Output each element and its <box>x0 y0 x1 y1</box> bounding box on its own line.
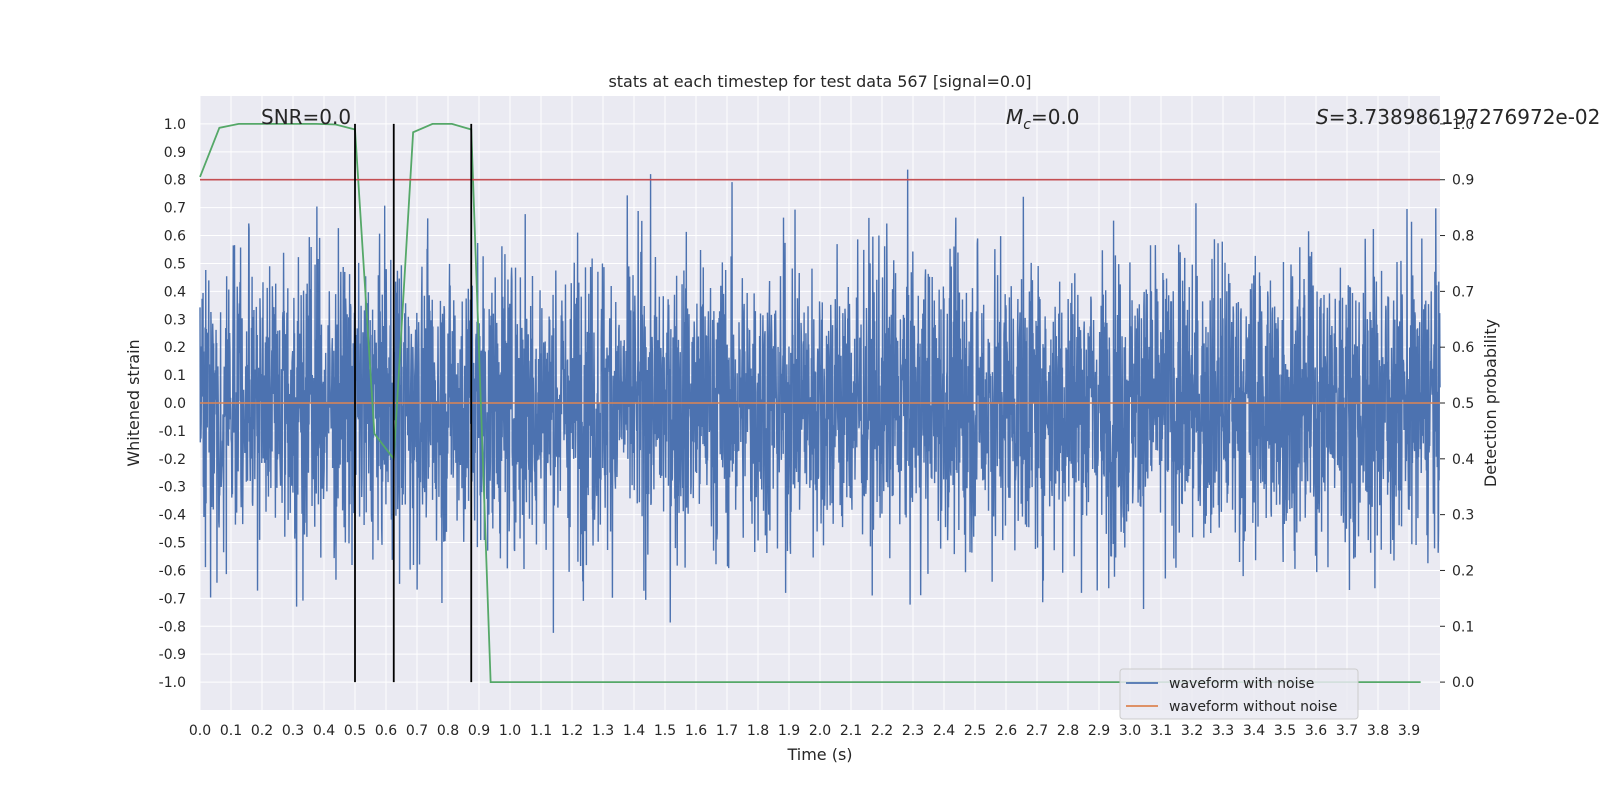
x-tick-label: 3.9 <box>1398 723 1420 739</box>
y-right-tick-label: 0.0 <box>1452 675 1474 691</box>
y-tick-label: 0.8 <box>164 173 186 189</box>
x-tick-label: 3.8 <box>1367 723 1389 739</box>
x-tick-label: 0.8 <box>437 723 459 739</box>
x-tick-label: 1.3 <box>592 723 614 739</box>
s-symbol: S <box>1316 105 1329 129</box>
x-tick-label: 1.2 <box>561 723 583 739</box>
y-tick-label: 0.1 <box>164 368 186 384</box>
y-tick-label: -0.8 <box>159 619 186 635</box>
x-tick-label: 1.9 <box>778 723 800 739</box>
y-tick-label: 0.9 <box>164 145 186 161</box>
y-right-tick-label: 0.7 <box>1452 284 1474 300</box>
series-line-noisy-waveform <box>199 169 1441 633</box>
x-tick-label: 0.4 <box>313 723 335 739</box>
y-right-tick-labels: 1.0 0.9 0.8 0.7 0.6 0.5 0.4 0.3 0.2 0.1 0.0 <box>1440 117 1474 691</box>
x-tick-label: 1.1 <box>530 723 552 739</box>
s-annotation: S=3.738986197276972e-02 <box>1316 105 1600 129</box>
x-tick-label: 2.2 <box>871 723 893 739</box>
x-tick-label: 2.5 <box>964 723 986 739</box>
y-tick-label: -0.6 <box>159 563 186 579</box>
s-value: =3.738986197276972e-02 <box>1329 105 1600 129</box>
y-axis-label: Whitened strain <box>124 339 143 466</box>
x-tick-label: 0.3 <box>282 723 304 739</box>
y-right-tick-label: 0.5 <box>1452 396 1474 412</box>
x-tick-label: 3.7 <box>1336 723 1358 739</box>
x-tick-label: 2.1 <box>840 723 862 739</box>
y-tick-label: 0.4 <box>164 284 186 300</box>
x-tick-label: 0.9 <box>468 723 490 739</box>
y-tick-label: 1.0 <box>164 117 186 133</box>
legend: waveform with noise waveform without noi… <box>1119 668 1359 720</box>
x-tick-label: 1.4 <box>623 723 645 739</box>
y-tick-label: -0.3 <box>159 480 186 496</box>
x-tick-label: 1.0 <box>499 723 521 739</box>
y-tick-label: 0.7 <box>164 201 186 217</box>
x-tick-label: 0.7 <box>406 723 428 739</box>
chart-title: stats at each timestep for test data 567… <box>608 72 1031 91</box>
x-tick-label: 1.7 <box>716 723 738 739</box>
x-tick-label: 0.0 <box>189 723 211 739</box>
y-tick-label: 0.0 <box>164 396 186 412</box>
snr-annotation: SNR=0.0 <box>261 105 351 129</box>
mc-annotation: Mc=0.0 <box>1006 105 1080 133</box>
y-right-tick-label: 0.8 <box>1452 229 1474 245</box>
x-tick-label: 2.6 <box>995 723 1017 739</box>
x-axis-label: Time (s) <box>786 745 852 764</box>
x-tick-label: 3.6 <box>1305 723 1327 739</box>
y-right-axis-label: Detection probability <box>1481 319 1500 487</box>
x-tick-label: 2.7 <box>1026 723 1048 739</box>
y-right-tick-label: 0.2 <box>1452 563 1474 579</box>
legend-label-clean: waveform without noise <box>1169 699 1337 715</box>
y-tick-label: 0.6 <box>164 229 186 245</box>
y-tick-label: -0.5 <box>159 536 186 552</box>
y-tick-label: 0.2 <box>164 340 186 356</box>
y-right-tick-label: 1.0 <box>1452 117 1474 133</box>
legend-label-noise: waveform with noise <box>1169 676 1314 692</box>
mc-value: =0.0 <box>1031 105 1080 129</box>
y-right-tick-label: 0.9 <box>1452 173 1474 189</box>
x-tick-label: 2.0 <box>809 723 831 739</box>
x-tick-label: 3.5 <box>1274 723 1296 739</box>
y-tick-label: -1.0 <box>159 675 186 691</box>
y-tick-label: 0.3 <box>164 312 186 328</box>
x-tick-label: 3.4 <box>1243 723 1265 739</box>
y-tick-labels: 1.0 0.9 0.8 0.7 0.6 0.5 0.4 0.3 0.2 0.1 0.0 -0.1 -0.… <box>159 117 186 691</box>
x-tick-label: 1.6 <box>685 723 707 739</box>
x-tick-label: 0.6 <box>375 723 397 739</box>
y-tick-label: -0.2 <box>159 452 186 468</box>
y-right-tick-label: 0.4 <box>1452 452 1474 468</box>
y-right-tick-label: 0.1 <box>1452 619 1474 635</box>
mc-symbol: M <box>1006 105 1023 129</box>
y-tick-label: 0.5 <box>164 256 186 272</box>
series-line-detection-probability <box>199 123 1421 683</box>
x-tick-label: 3.3 <box>1212 723 1234 739</box>
x-tick-label: 3.0 <box>1119 723 1141 739</box>
x-tick-label: 2.3 <box>902 723 924 739</box>
y-tick-label: -0.7 <box>159 591 186 607</box>
x-tick-labels: 0.0 0.1 0.2 0.3 0.4 0.5 0.6 0.7 0.8 0.9 1.0 1.1 1.2 1… <box>189 723 1420 739</box>
y-right-tick-label: 0.6 <box>1452 340 1474 356</box>
x-tick-label: 2.4 <box>933 723 955 739</box>
x-tick-label: 2.8 <box>1057 723 1079 739</box>
y-tick-label: -0.1 <box>159 424 186 440</box>
x-tick-label: 3.2 <box>1181 723 1203 739</box>
x-tick-label: 1.8 <box>747 723 769 739</box>
x-tick-label: 3.1 <box>1150 723 1172 739</box>
x-tick-label: 2.9 <box>1088 723 1110 739</box>
y-tick-label: -0.9 <box>159 647 186 663</box>
series-layer <box>199 123 1441 683</box>
x-tick-label: 0.2 <box>251 723 273 739</box>
x-tick-label: 0.1 <box>220 723 242 739</box>
legend-box <box>1119 668 1359 720</box>
x-tick-label: 0.5 <box>344 723 366 739</box>
x-tick-label: 1.5 <box>654 723 676 739</box>
y-right-tick-label: 0.3 <box>1452 508 1474 524</box>
mc-subscript: c <box>1023 117 1031 133</box>
y-tick-label: -0.4 <box>159 508 186 524</box>
